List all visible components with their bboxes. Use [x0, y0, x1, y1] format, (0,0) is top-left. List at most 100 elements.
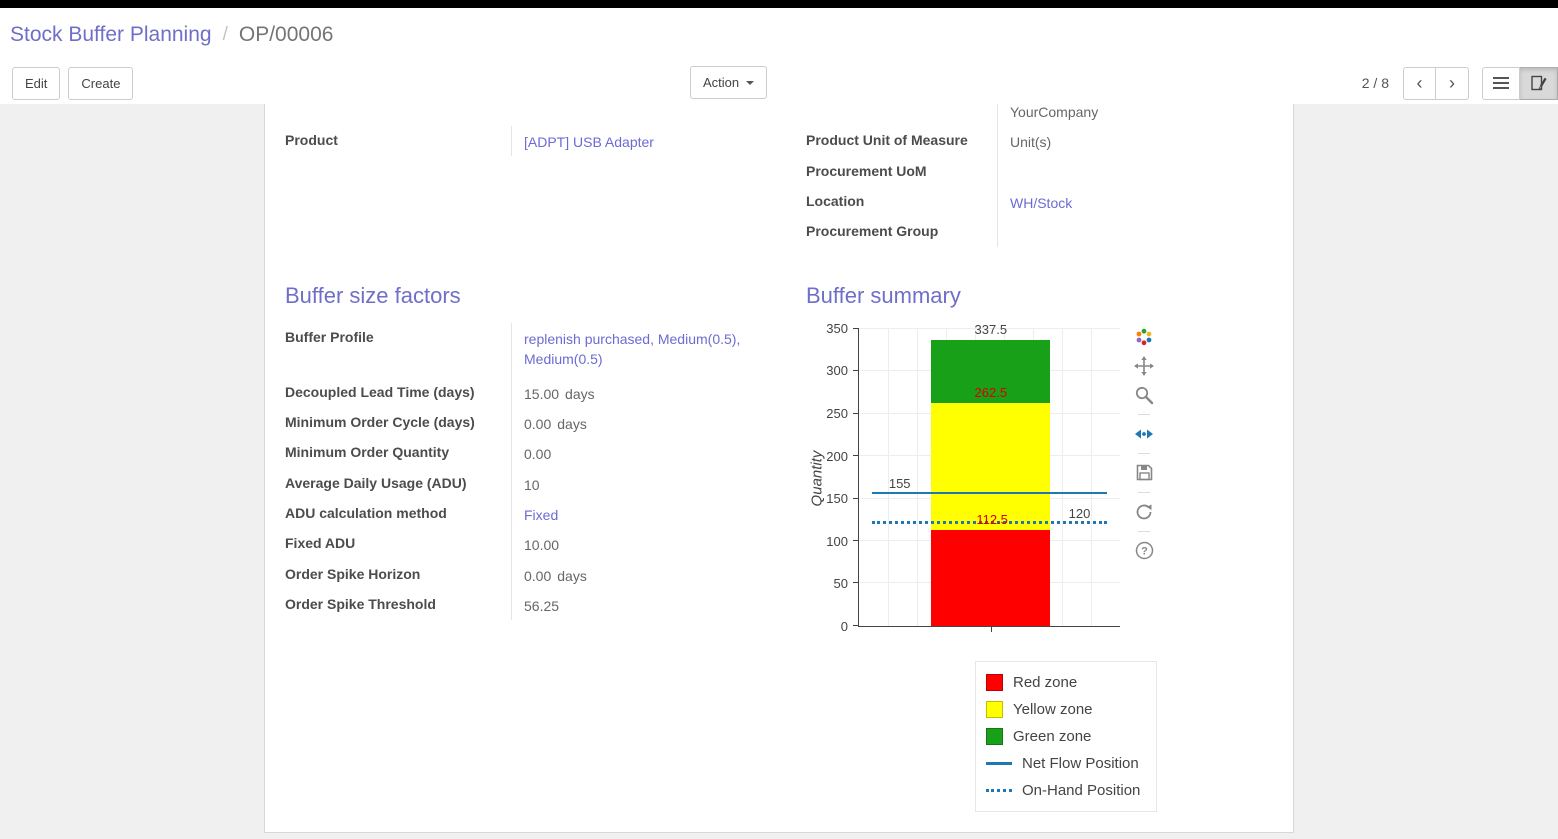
minimum-order-cycle-unit: days	[557, 416, 587, 433]
form-view-button[interactable]	[1520, 66, 1558, 100]
buffer-size-factors-title: Buffer size factors	[285, 282, 461, 308]
fixed-adu-value: 10.00	[511, 529, 785, 560]
autoscale-icon[interactable]	[1134, 424, 1154, 444]
legend-label: Net Flow Position	[1022, 754, 1139, 772]
next-record-button[interactable]: ›	[1436, 66, 1469, 100]
field-row-order-spike-threshold: Order Spike Threshold 56.25	[285, 589, 785, 621]
horizontal-gridline	[859, 327, 1120, 329]
y-tick-label: 150	[826, 491, 848, 507]
order-spike-horizon-label: Order Spike Horizon	[285, 565, 421, 582]
field-row-location: Location WH/Stock	[806, 186, 1273, 217]
buffer-size-factors-section: Buffer size factors Buffer Profile reple…	[285, 283, 785, 812]
form-view-icon	[1529, 73, 1549, 93]
green-zone-segment	[930, 339, 1051, 404]
field-row-order-spike-horizon: Order Spike Horizon 0.00 days	[285, 559, 785, 590]
field-row-decoupled-lead-time: Decoupled Lead Time (days) 15.00 days	[285, 377, 785, 409]
chart-yaxis-labels: 0 50 100 150 200 250 300 350	[820, 321, 854, 634]
y-tick-mark	[853, 455, 859, 457]
x-tick-mark	[990, 625, 992, 632]
modebar-divider	[1138, 530, 1150, 532]
control-panel: Edit Create Action 2 / 8 ‹ ›	[0, 62, 1558, 104]
y-tick-label: 100	[826, 533, 848, 549]
minimum-order-quantity-value: 0.00	[511, 438, 785, 469]
location-field-value-link[interactable]: WH/Stock	[1010, 194, 1073, 211]
zoom-icon[interactable]	[1134, 385, 1154, 405]
minimum-order-quantity-label: Minimum Order Quantity	[285, 444, 450, 461]
pager-nav-group: ‹ ›	[1403, 66, 1469, 100]
chart-annotation: 337.5	[974, 321, 1008, 337]
company-field-label	[806, 104, 997, 126]
plotly-logo-icon[interactable]	[1134, 327, 1154, 347]
y-tick-mark	[853, 412, 859, 414]
save-icon[interactable]	[1134, 463, 1154, 483]
procurement-group-field-label: Procurement Group	[806, 222, 939, 239]
general-fields-section: Product [ADPT] USB Adapter YourCompany P…	[285, 104, 1273, 247]
field-row-product: Product [ADPT] USB Adapter	[285, 126, 785, 157]
vertical-gridline	[1062, 328, 1063, 626]
breadcrumb: Stock Buffer Planning / OP/00006	[0, 8, 1558, 62]
green-zone-swatch	[986, 727, 1003, 745]
field-row-minimum-order-cycle: Minimum Order Cycle (days) 0.00 days	[285, 408, 785, 439]
minimum-order-cycle-label: Minimum Order Cycle (days)	[285, 414, 475, 431]
chart-annotation: 112.5	[976, 512, 1008, 528]
adu-calculation-method-value-link[interactable]: Fixed	[524, 507, 559, 524]
legend-item-yellow-zone[interactable]: Yellow zone	[986, 696, 1146, 723]
buffer-zones-bar	[930, 329, 1051, 626]
chart-modebar: ?	[1130, 327, 1158, 561]
form-view-content: Product [ADPT] USB Adapter YourCompany P…	[0, 104, 1558, 839]
vertical-gridline	[1091, 328, 1092, 626]
legend-item-on-hand-position[interactable]: On-Hand Position	[986, 777, 1146, 804]
buffer-summary-chart: Quantity 0 50 100 150 200 250 300 350 337.5 262.…	[806, 321, 1166, 643]
minimum-order-cycle-value: 0.00	[524, 416, 552, 433]
order-spike-horizon-unit: days	[557, 567, 587, 584]
product-field-value-link[interactable]: [ADPT] USB Adapter	[524, 134, 654, 150]
field-row-buffer-profile: Buffer Profile replenish purchased, Medi…	[285, 322, 785, 378]
y-tick-mark	[853, 370, 859, 372]
net-flow-position-line	[872, 492, 1107, 495]
edit-button[interactable]: Edit	[12, 66, 61, 100]
chart-annotation: 155	[888, 476, 911, 492]
buffer-summary-title: Buffer summary	[806, 282, 961, 308]
location-field-label: Location	[806, 192, 865, 209]
procurement-uom-field-label: Procurement UoM	[806, 162, 927, 179]
order-spike-threshold-label: Order Spike Threshold	[285, 595, 436, 612]
create-button[interactable]: Create	[68, 66, 134, 100]
breadcrumb-separator: /	[222, 24, 228, 45]
on-hand-position-swatch	[986, 788, 1012, 792]
product-field-label: Product	[285, 132, 338, 148]
product-uom-field-label: Product Unit of Measure	[806, 132, 968, 149]
legend-label: Green zone	[1013, 727, 1092, 745]
buffer-profile-value-link[interactable]: replenish purchased, Medium(0.5), Medium…	[524, 330, 741, 368]
list-view-button[interactable]	[1482, 66, 1520, 100]
next-chevron-icon: ›	[1449, 72, 1455, 93]
top-navbar	[0, 0, 1558, 8]
breadcrumb-section-link[interactable]: Stock Buffer Planning	[10, 23, 212, 46]
y-tick-label: 350	[826, 320, 848, 336]
y-tick-mark	[853, 327, 859, 329]
chart-annotation: 262.5	[974, 385, 1008, 401]
chart-plot[interactable]: 337.5 262.5 112.5 155 120	[853, 322, 1120, 632]
y-tick-label: 0	[840, 618, 848, 634]
reset-axes-icon[interactable]	[1134, 502, 1154, 522]
decoupled-lead-time-value: 15.00	[524, 385, 560, 402]
vertical-gridline	[917, 328, 918, 626]
adu-calculation-method-label: ADU calculation method	[285, 505, 447, 522]
modebar-divider	[1138, 413, 1150, 415]
legend-item-green-zone[interactable]: Green zone	[986, 723, 1146, 750]
company-field-value: YourCompany	[997, 104, 1273, 127]
action-dropdown-button[interactable]: Action	[690, 66, 768, 99]
view-switcher	[1482, 66, 1558, 100]
order-spike-threshold-value: 56.25	[511, 589, 785, 621]
previous-record-button[interactable]: ‹	[1403, 66, 1436, 100]
legend-item-net-flow-position[interactable]: Net Flow Position	[986, 750, 1146, 777]
decoupled-lead-time-unit: days	[565, 385, 595, 402]
help-icon[interactable]: ?	[1134, 541, 1154, 561]
svg-text:?: ?	[1141, 546, 1148, 558]
field-row-company: YourCompany	[806, 104, 1273, 127]
y-tick-mark	[853, 540, 859, 542]
procurement-group-field-value	[997, 216, 1273, 247]
average-daily-usage-value: 10	[511, 468, 785, 500]
legend-label: Red zone	[1013, 673, 1078, 691]
pan-icon[interactable]	[1134, 355, 1154, 376]
legend-item-red-zone[interactable]: Red zone	[986, 669, 1146, 696]
